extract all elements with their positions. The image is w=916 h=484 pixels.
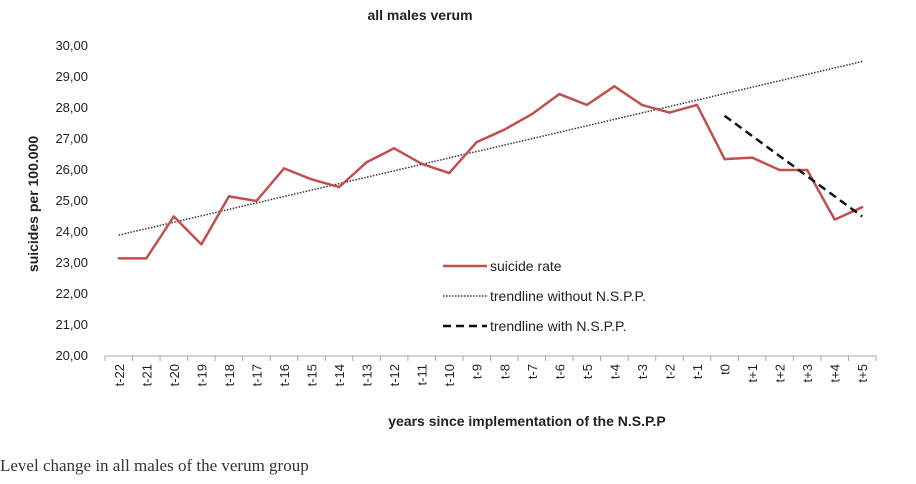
data-point-suicide-rate	[668, 111, 671, 114]
data-point-suicide-rate	[723, 157, 726, 161]
x-tick-label: t0	[718, 364, 733, 375]
x-tick-label: t-21	[139, 364, 154, 386]
x-tick-label: t-22	[112, 364, 127, 386]
y-tick-label: 22,00	[55, 286, 88, 301]
series-line-suicide-rate	[118, 85, 863, 260]
data-point-suicide-rate	[365, 161, 368, 164]
y-tick-label: 26,00	[55, 162, 88, 177]
data-point-suicide-rate	[310, 178, 313, 181]
data-point-suicide-rate	[695, 103, 699, 107]
figure-caption: Level change in all males of the verum g…	[0, 456, 309, 475]
x-tick-label: t-16	[277, 364, 292, 386]
data-point-suicide-rate	[530, 113, 534, 116]
legend: suicide rate trendline without N.S.P.P. …	[443, 258, 646, 334]
trendline-without-nspp	[118, 60, 863, 236]
data-point-suicide-rate	[282, 167, 286, 170]
x-tick-labels: t-22 t-21 t-20 t-19 t-18 t-17 t-16 t-15 t-14 t-13…	[104, 356, 877, 386]
data-point-suicide-rate	[861, 206, 864, 209]
data-point-suicide-rate	[420, 162, 423, 165]
data-point-suicide-rate	[392, 147, 396, 150]
y-tick-label: 25,00	[55, 193, 88, 208]
x-tick-label: t+1	[745, 364, 760, 382]
x-tick-label: t-13	[360, 364, 375, 386]
x-tick-label: t+2	[773, 364, 788, 382]
data-point-suicide-rate	[778, 168, 781, 172]
data-point-suicide-rate	[172, 215, 176, 218]
trendline-with-nspp	[723, 114, 863, 218]
data-point-suicide-rate	[200, 243, 203, 246]
data-point-suicide-rate	[640, 103, 644, 107]
data-point-suicide-rate	[503, 128, 506, 131]
x-tick-label: t-20	[167, 364, 182, 386]
data-point-suicide-rate	[447, 171, 451, 175]
x-tick-label: t-5	[580, 364, 595, 379]
x-tick-label: t-14	[332, 364, 347, 386]
y-tick-label: 29,00	[55, 69, 88, 84]
x-tick-label: t-3	[635, 364, 650, 379]
data-point-suicide-rate	[833, 218, 836, 221]
x-tick-label: t+3	[800, 364, 815, 382]
y-tick-label: 20,00	[55, 348, 88, 363]
x-tick-label: t-6	[552, 364, 567, 379]
data-point-suicide-rate	[613, 85, 616, 88]
x-tick-label: t-15	[305, 364, 320, 386]
y-tick-label: 28,00	[55, 100, 88, 115]
x-tick-label: t+5	[855, 364, 870, 382]
legend-label-suicide-rate: suicide rate	[490, 258, 562, 274]
x-tick-label: t-10	[442, 364, 457, 386]
data-point-suicide-rate	[558, 92, 561, 96]
data-point-suicide-rate	[750, 156, 754, 159]
x-tick-label: t-12	[387, 364, 402, 386]
x-tick-label: t-4	[607, 364, 622, 379]
y-tick-label: 27,00	[55, 131, 88, 146]
x-axis-title: years since implementation of the N.S.P.…	[388, 413, 666, 429]
data-point-suicide-rate	[227, 195, 231, 198]
x-tick-label: t-19	[194, 364, 209, 386]
data-point-suicide-rate	[255, 199, 258, 203]
data-point-suicide-rate	[337, 185, 341, 189]
x-tick-label: t-8	[497, 364, 512, 379]
x-tick-label: t-1	[690, 364, 705, 379]
legend-label-trendline-with: trendline with N.S.P.P.	[490, 318, 626, 334]
x-tick-label: t-9	[470, 364, 485, 379]
x-tick-label: t+4	[828, 364, 843, 382]
data-point-suicide-rate	[805, 168, 809, 172]
y-tick-labels: 20,00 21,00 22,00 23,00 24,00 25,00 26,00 27,00…	[55, 38, 88, 363]
data-point-suicide-rate	[475, 140, 478, 144]
y-tick-label: 24,00	[55, 224, 88, 239]
series-layer	[117, 60, 864, 260]
chart-title: all males verum	[367, 7, 472, 23]
x-tick-label: t-2	[662, 364, 677, 379]
y-axis-title: suicides per 100.000	[25, 136, 41, 272]
x-tick-label: t-11	[415, 364, 430, 385]
x-tick-label: t-18	[222, 364, 237, 386]
data-point-suicide-rate	[145, 257, 148, 260]
y-tick-label: 23,00	[55, 255, 88, 270]
x-tick-label: t-17	[249, 364, 264, 386]
data-point-suicide-rate	[585, 103, 589, 107]
y-tick-label: 21,00	[55, 317, 88, 332]
x-tick-label: t-7	[525, 364, 540, 379]
legend-label-trendline-without: trendline without N.S.P.P.	[490, 288, 646, 304]
data-point-suicide-rate	[117, 257, 120, 260]
y-tick-label: 30,00	[55, 38, 88, 53]
